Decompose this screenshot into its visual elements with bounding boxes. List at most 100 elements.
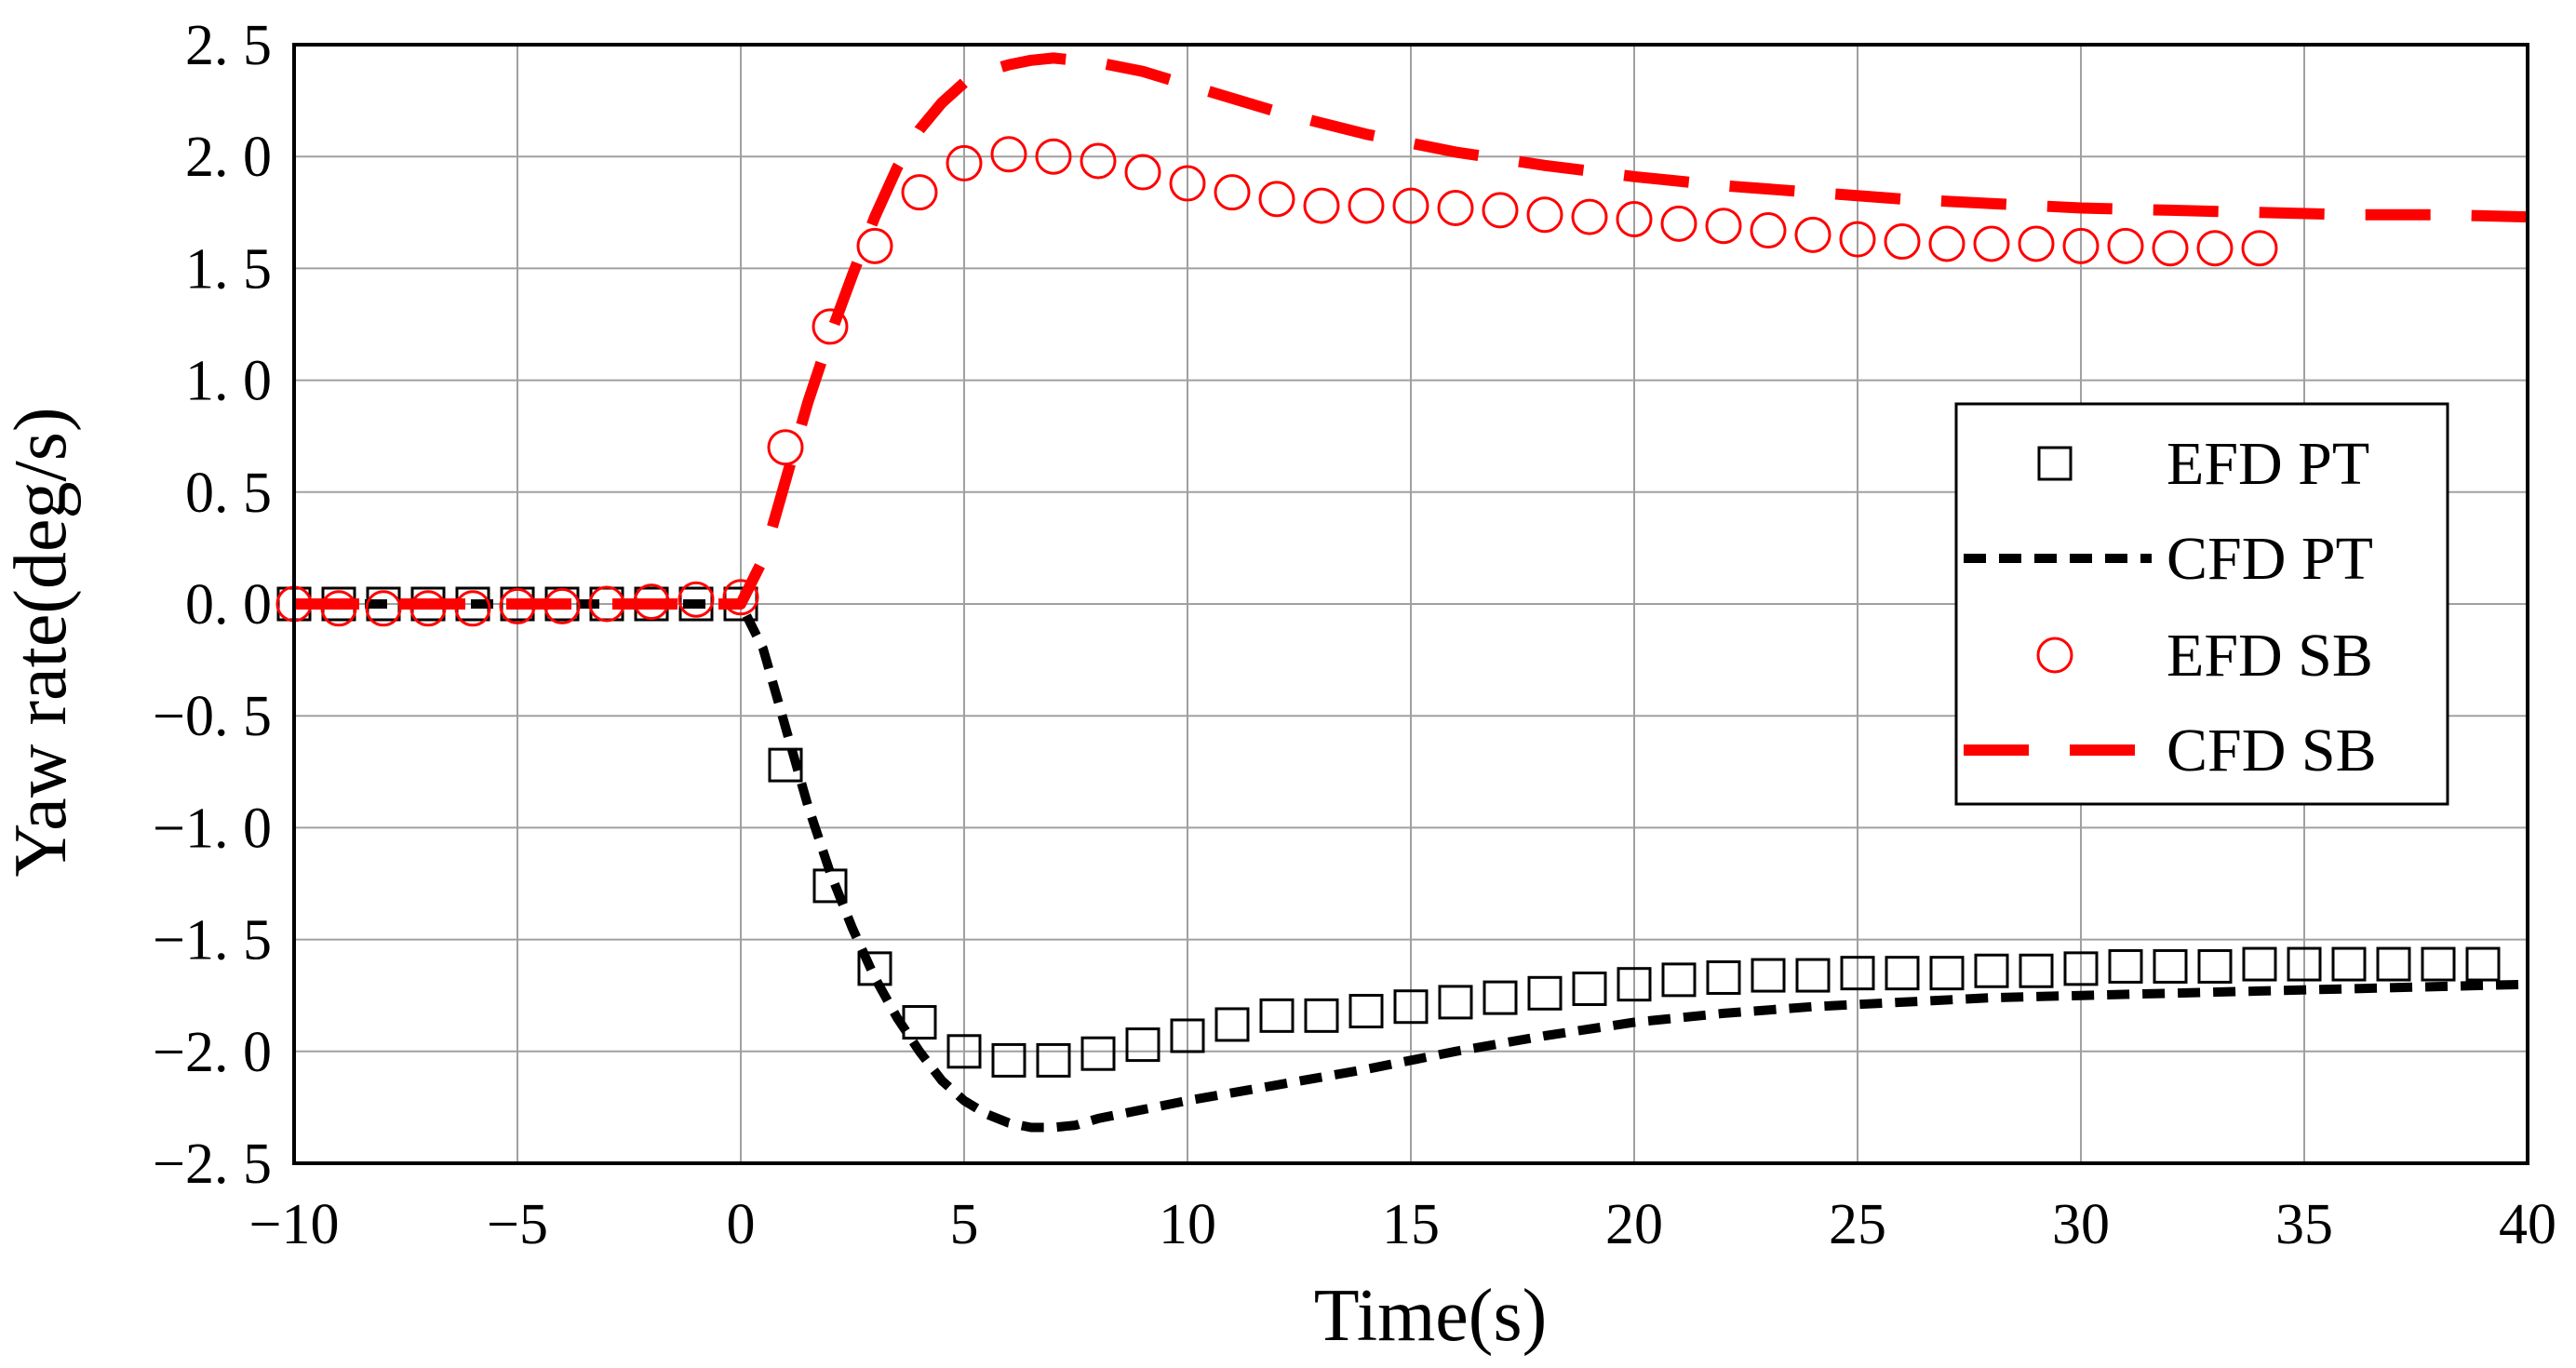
data-point-efd-sb (678, 581, 715, 618)
legend-label: EFD PT (2167, 430, 2369, 498)
data-point-efd-sb (1392, 187, 1429, 224)
data-point-efd-pt (1751, 958, 1786, 993)
data-point-efd-sb (1348, 187, 1385, 224)
data-point-efd-sb (1035, 138, 1072, 175)
data-point-efd-sb (2152, 230, 2189, 267)
data-point-efd-sb (1482, 192, 1519, 229)
data-point-efd-sb (1258, 181, 1295, 218)
legend-item-cfd-pt: CFD PT (1964, 525, 2373, 593)
data-point-efd-sb (767, 429, 804, 466)
x-tick-label: 30 (2052, 1193, 2110, 1256)
data-point-efd-pt (1080, 1036, 1116, 1071)
data-point-efd-pt (1393, 989, 1429, 1025)
data-point-efd-pt (2331, 946, 2367, 982)
x-tick-label: −10 (249, 1193, 340, 1256)
data-point-efd-pt (2153, 948, 2188, 984)
data-point-efd-pt (2421, 946, 2456, 982)
data-point-efd-sb (1437, 189, 1474, 226)
y-tick-label: 2. 0 (185, 126, 272, 189)
data-point-efd-pt (1617, 967, 1652, 1002)
legend: EFD PT CFD PT EFD SB CFD SB (1954, 402, 2449, 806)
y-tick-label: −1. 0 (153, 797, 272, 860)
data-point-efd-sb (1169, 165, 1206, 202)
data-point-efd-pt (902, 1005, 937, 1040)
x-tick-label: 10 (1159, 1193, 1216, 1256)
data-point-efd-sb (1526, 196, 1563, 234)
data-point-efd-pt (2108, 948, 2143, 984)
series-points-efd-sb (275, 136, 2278, 627)
data-point-efd-sb (2196, 230, 2234, 267)
data-point-efd-sb (1616, 201, 1653, 238)
data-point-efd-pt (1304, 998, 1339, 1033)
x-tick-label: 35 (2275, 1193, 2333, 1256)
data-point-efd-pt (2019, 953, 2054, 988)
data-point-efd-sb (1124, 154, 1161, 191)
data-point-efd-pt (1125, 1027, 1161, 1063)
data-point-efd-pt (1929, 956, 1965, 991)
x-tick-label: 0 (727, 1193, 756, 1256)
data-point-efd-pt (1036, 1042, 1071, 1078)
data-point-efd-pt (946, 1034, 982, 1069)
data-point-efd-sb (856, 227, 893, 264)
data-point-efd-pt (991, 1042, 1026, 1078)
data-point-efd-sb (2062, 227, 2100, 264)
data-point-efd-sb (1303, 187, 1340, 224)
data-point-efd-pt (1974, 953, 2009, 988)
data-point-efd-sb (1080, 142, 1117, 180)
data-point-efd-pt (2197, 948, 2233, 984)
y-tick-label: 1. 5 (185, 237, 272, 301)
y-axis-title: Yaw rate(deg/s) (0, 407, 82, 877)
x-tick-label: −5 (487, 1193, 548, 1256)
data-point-efd-sb (1973, 225, 2010, 262)
data-point-efd-sb (1884, 223, 1921, 261)
data-point-efd-pt (768, 747, 803, 783)
data-point-efd-sb (1794, 216, 1831, 253)
data-point-efd-sb (722, 579, 759, 616)
data-point-efd-sb (1571, 198, 1608, 235)
legend-item-efd-sb: EFD SB (2036, 622, 2373, 690)
plot-frame (292, 43, 2529, 1165)
data-point-efd-pt (1661, 962, 1697, 998)
legend-item-cfd-sb: CFD SB (1964, 717, 2377, 785)
data-point-efd-pt (2242, 946, 2277, 982)
data-point-efd-pt (1348, 994, 1384, 1029)
data-point-efd-pt (1795, 958, 1831, 993)
data-point-efd-sb (1839, 221, 1876, 258)
y-tick-label: −2. 5 (153, 1133, 272, 1196)
data-point-efd-pt (1259, 998, 1295, 1033)
data-point-efd-pt (2063, 951, 2099, 986)
series-line-cfd-pt (294, 599, 2529, 1133)
data-point-efd-sb (1928, 225, 1966, 262)
x-tick-label: 5 (950, 1193, 979, 1256)
data-point-efd-sb (1705, 208, 1742, 245)
data-point-efd-pt (2287, 946, 2322, 982)
data-point-efd-pt (1706, 959, 1741, 995)
data-point-efd-pt (2465, 946, 2501, 982)
legend-symbol (2036, 637, 2073, 674)
data-point-efd-pt (1214, 1007, 1250, 1042)
y-tick-label: −2. 0 (153, 1021, 272, 1084)
legend-label: CFD PT (2167, 525, 2373, 593)
data-point-efd-pt (1840, 956, 1875, 991)
legend-label: EFD SB (2167, 622, 2373, 690)
x-axis-ticks: −10 −5 0 5 10 15 20 25 30 35 40 (249, 1193, 2556, 1256)
y-tick-label: 0. 5 (185, 462, 272, 525)
data-point-efd-pt (1438, 985, 1473, 1020)
data-point-efd-pt (1483, 980, 1518, 1015)
data-point-efd-sb (2241, 230, 2278, 267)
y-tick-label: 1. 0 (185, 350, 272, 413)
data-point-efd-pt (1572, 971, 1607, 1006)
data-point-efd-pt (1885, 956, 1920, 991)
y-tick-label: 2. 5 (185, 14, 272, 77)
data-point-efd-pt (1527, 975, 1563, 1011)
data-point-efd-pt (2376, 946, 2411, 982)
x-tick-label: 40 (2499, 1193, 2556, 1256)
data-point-efd-sb (901, 174, 938, 211)
y-tick-label: −1. 5 (153, 909, 272, 972)
data-point-efd-sb (1750, 212, 1787, 249)
y-axis-ticks: 2. 5 2. 0 1. 5 1. 0 0. 5 0. 0 −0. 5 −1. 0 −1. 5 −… (153, 14, 272, 1196)
data-point-efd-sb (812, 308, 849, 345)
data-point-efd-sb (1660, 205, 1697, 242)
x-tick-label: 20 (1605, 1193, 1663, 1256)
